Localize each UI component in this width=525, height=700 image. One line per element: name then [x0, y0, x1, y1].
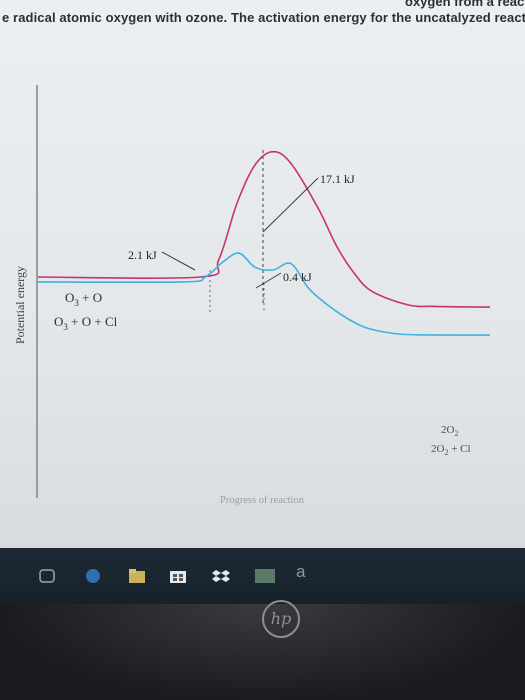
ea-uncatalyzed-label: 17.1 kJ — [320, 172, 355, 186]
taskbar: a — [0, 548, 525, 604]
screen: e radical atomic oxygen with ozone. The … — [0, 0, 525, 548]
series-layer — [37, 150, 491, 336]
y-axis-label: Potential energy — [13, 266, 27, 344]
leader-17-1 — [262, 177, 319, 233]
hp-logo: hp — [262, 600, 300, 638]
question-text: e radical atomic oxygen with ozone. The … — [2, 10, 525, 25]
series-line-catalyzed — [37, 252, 491, 336]
task-view-icon[interactable] — [38, 568, 56, 584]
leader-2-1 — [161, 251, 196, 271]
question-text-cropped: oxygen from a reactio — [405, 0, 525, 9]
app-icon[interactable] — [255, 568, 275, 584]
products-label-upper: 2O2 — [441, 424, 458, 438]
leader-0-4 — [255, 272, 282, 289]
store-icon[interactable] — [169, 568, 187, 584]
app-icon-a[interactable]: a — [296, 562, 306, 581]
x-axis-label: Progress of reaction — [220, 495, 305, 506]
products-label-lower: 2O2 + Cl — [431, 443, 471, 457]
ea-catalyzed-label-1: 2.1 kJ — [128, 248, 157, 262]
dropbox-icon[interactable] — [212, 568, 230, 584]
reactants-label-upper: O3 + O — [65, 290, 102, 308]
edge-icon[interactable] — [84, 568, 102, 584]
file-explorer-icon[interactable] — [128, 568, 146, 584]
reactants-label-lower: O3 + O + Cl — [54, 314, 118, 332]
series-line-uncatalyzed — [37, 150, 491, 308]
energy-diagram: Potential energy Progress of reaction 17… — [13, 85, 491, 506]
ea-catalyzed-label-2: 0.4 kJ — [283, 270, 312, 284]
